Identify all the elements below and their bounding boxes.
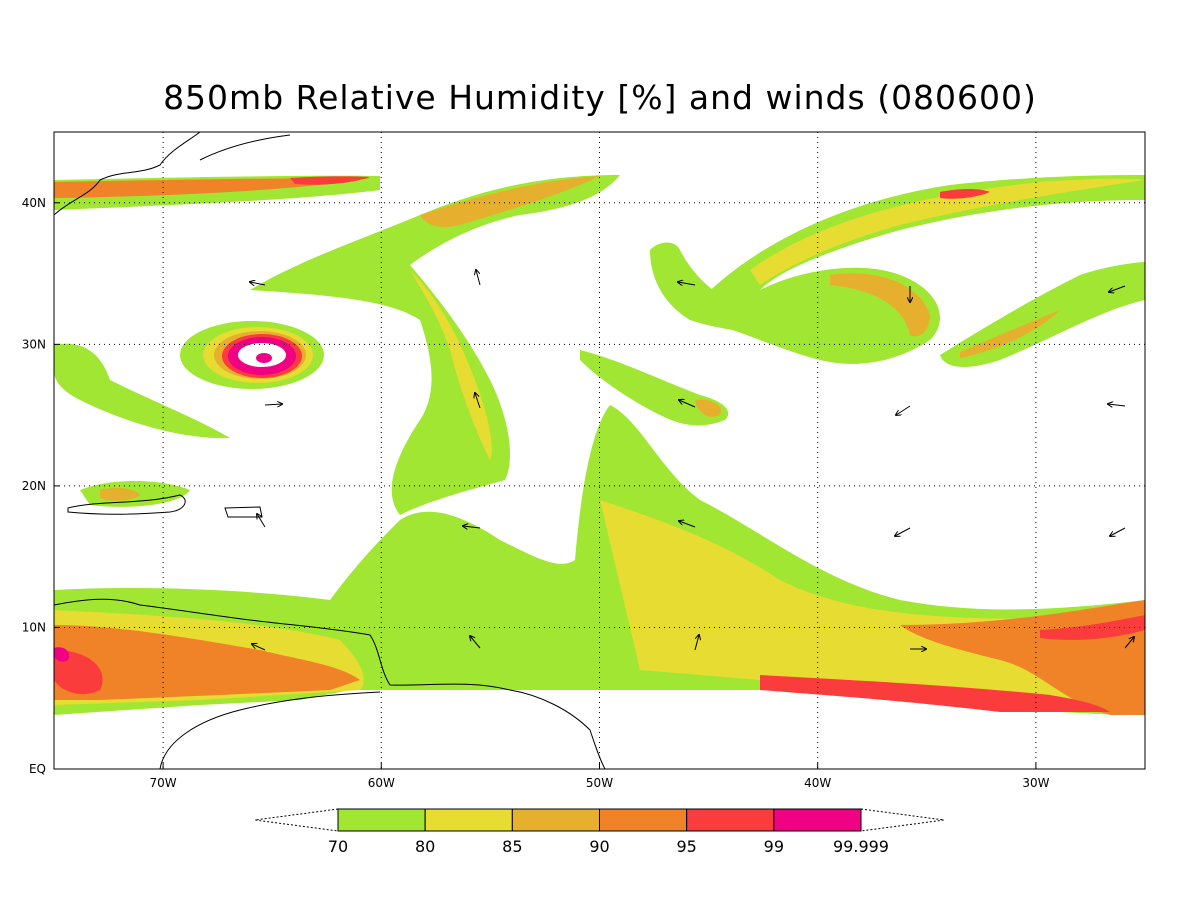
lat-tick-label: 40N — [22, 196, 46, 210]
lat-tick-label: EQ — [29, 762, 46, 776]
east-band-red-2 — [1040, 615, 1145, 640]
colorbar-swatch — [686, 808, 775, 832]
colorbar-label: 70 — [328, 837, 348, 856]
lon-tick-label: 60W — [368, 776, 395, 790]
longitude-ticks: 70W 60W 50W 40W 30W — [150, 763, 1050, 790]
latitude-ticks: EQ 10N 20N 30N 40N — [22, 196, 60, 776]
gridlines — [54, 132, 1145, 769]
north-band-orange — [54, 178, 370, 198]
hurricane-system — [180, 321, 324, 389]
east-spur-orange — [960, 310, 1060, 358]
colorbar: 70 80 85 90 95 99 99.999 — [254, 808, 945, 856]
lon-tick-label: 70W — [150, 776, 177, 790]
coastlines — [54, 132, 606, 769]
hispaniola-blob-orange — [100, 487, 140, 501]
tropical-band-orange — [54, 625, 360, 700]
colorbar-label: 90 — [589, 837, 609, 856]
central-streak-orange — [695, 399, 721, 417]
central-plume-yellow — [410, 270, 492, 460]
lon-tick-label: 40W — [804, 776, 831, 790]
lon-tick-label: 30W — [1022, 776, 1049, 790]
east-spiral-red — [940, 189, 990, 199]
colorbar-swatch — [511, 808, 600, 832]
east-spiral — [700, 175, 1145, 364]
colorbar-swatch — [424, 808, 513, 832]
central-streak-2 — [650, 242, 780, 332]
colorbar-label: 85 — [502, 837, 522, 856]
east-spiral-orange — [830, 273, 930, 337]
east-spiral-yellow — [750, 178, 1145, 285]
tropical-band-red — [54, 650, 103, 695]
colorbar-label: 80 — [415, 837, 435, 856]
wind-vectors — [250, 270, 1134, 650]
lon-tick-label: 50W — [586, 776, 613, 790]
colorbar-high-arrow — [860, 808, 945, 832]
lat-tick-label: 20N — [22, 479, 46, 493]
north-band-red — [290, 176, 370, 185]
tropical-band-magenta — [54, 647, 70, 662]
colorbar-label: 95 — [676, 837, 696, 856]
lat-tick-label: 10N — [22, 620, 46, 634]
lat-tick-label: 30N — [22, 337, 46, 351]
colorbar-swatch — [599, 808, 688, 832]
central-plume — [250, 175, 620, 515]
central-streak — [580, 350, 729, 426]
colorbar-swatch — [773, 808, 862, 832]
colorbar-label: 99 — [764, 837, 784, 856]
colorbar-label: 99.999 — [833, 837, 889, 856]
humidity-fields — [54, 175, 1145, 715]
east-band-red — [760, 675, 1110, 712]
west-blob — [54, 343, 230, 439]
central-plume-top — [420, 176, 600, 227]
colorbar-swatch — [337, 808, 426, 832]
colorbar-low-arrow — [254, 808, 339, 832]
map-title: 850mb Relative Humidity [%] and winds (0… — [163, 78, 1037, 117]
